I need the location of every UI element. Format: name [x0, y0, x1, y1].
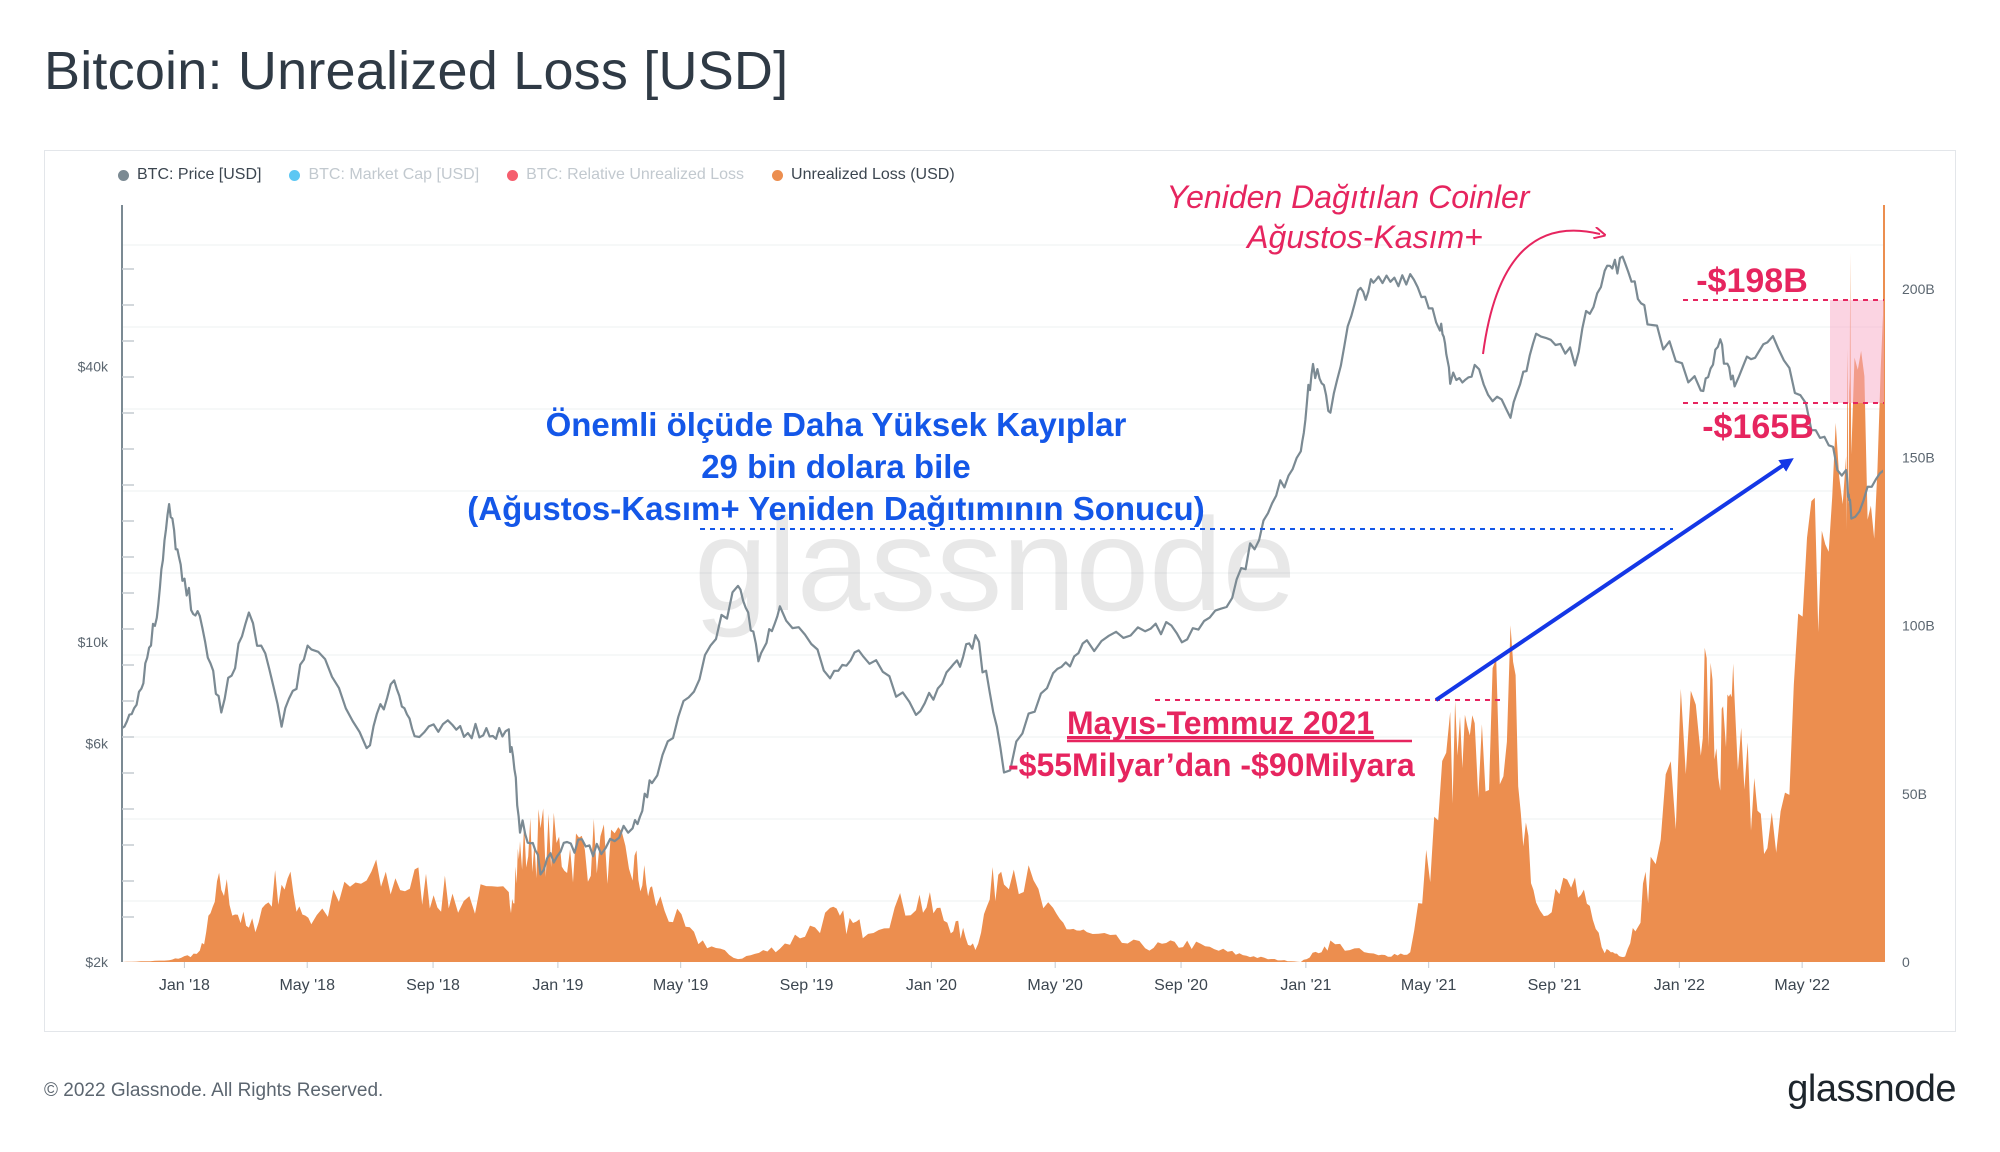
page-title: Bitcoin: Unrealized Loss [USD]: [44, 41, 789, 101]
footer-logo: glassnode: [1787, 1068, 1956, 1110]
legend-dot-market-cap: [289, 169, 301, 181]
chart-legend: BTC: Price [USD] BTC: Market Cap [USD] B…: [118, 166, 955, 184]
legend-item-price[interactable]: BTC: Price [USD]: [118, 166, 261, 184]
legend-item-relative-loss[interactable]: BTC: Relative Unrealized Loss: [507, 166, 744, 184]
legend-item-market-cap[interactable]: BTC: Market Cap [USD]: [289, 166, 479, 184]
legend-label-relative-loss: BTC: Relative Unrealized Loss: [526, 166, 745, 183]
legend-dot-relative-loss: [507, 169, 519, 181]
footer-copyright: © 2022 Glassnode. All Rights Reserved.: [44, 1080, 384, 1101]
legend-label-market-cap: BTC: Market Cap [USD]: [308, 166, 480, 183]
legend-item-unrealized-loss[interactable]: Unrealized Loss (USD): [772, 166, 955, 184]
legend-dot-price: [118, 169, 129, 181]
legend-label-price: BTC: Price [USD]: [137, 166, 262, 183]
chart-frame: [44, 150, 1956, 1032]
legend-dot-unrealized-loss: [772, 169, 784, 181]
legend-label-unrealized-loss: Unrealized Loss (USD): [791, 166, 955, 183]
